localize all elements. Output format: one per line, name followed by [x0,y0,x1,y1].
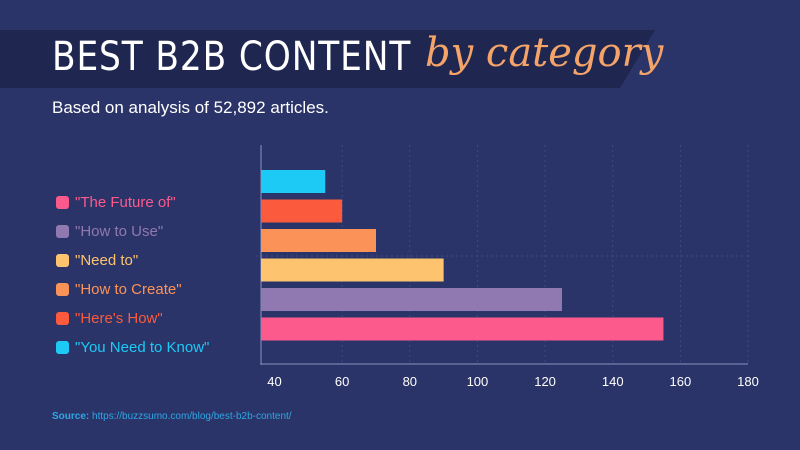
chart-legend: "The Future of" "How to Use" "Need to" "How… [56,191,209,365]
bar [261,317,664,341]
source-label: Source: [52,411,90,422]
legend-label: "How to Use" [75,222,164,240]
x-tick-label: 40 [267,374,281,389]
source-note: Source: https://buzzsumo.com/blog/best-b… [52,411,292,422]
title-banner-shape [0,30,655,88]
legend-swatch [56,311,69,325]
bar [261,229,376,252]
legend-swatch [56,340,69,354]
legend-item: "How to Create" [56,278,209,300]
bar [261,258,444,282]
legend-item: "You Need to Know" [56,336,209,358]
legend-label: "Need to" [75,251,139,269]
legend-label: "The Future of" [75,193,176,211]
source-url: https://buzzsumo.com/blog/best-b2b-conte… [92,411,292,422]
x-tick-label: 140 [602,374,624,389]
legend-label: "Here's How" [75,309,163,327]
x-tick-label: 120 [534,374,556,389]
legend-item: "Here's How" [56,307,209,329]
bar [261,288,562,311]
x-tick-label: 160 [670,374,692,389]
legend-swatch [56,282,69,296]
page-subtitle: Based on analysis of 52,892 articles. [52,98,329,117]
legend-swatch [56,224,69,238]
legend-label: "You Need to Know" [75,338,210,356]
bar [261,199,343,223]
page-title: BEST B2B CONTENT [52,34,412,80]
legend-item: "How to Use" [56,220,209,242]
legend-swatch [56,253,69,267]
bar [261,170,326,193]
x-tick-label: 60 [335,374,349,389]
page-title-script: by category [425,30,664,76]
legend-item: "The Future of" [56,191,209,213]
x-tick-label: 80 [403,374,417,389]
x-tick-label: 180 [737,374,759,389]
x-tick-label: 100 [467,374,489,389]
legend-swatch [56,195,69,209]
title-banner [0,30,655,88]
legend-label: "How to Create" [75,280,182,298]
legend-item: "Need to" [56,249,209,271]
